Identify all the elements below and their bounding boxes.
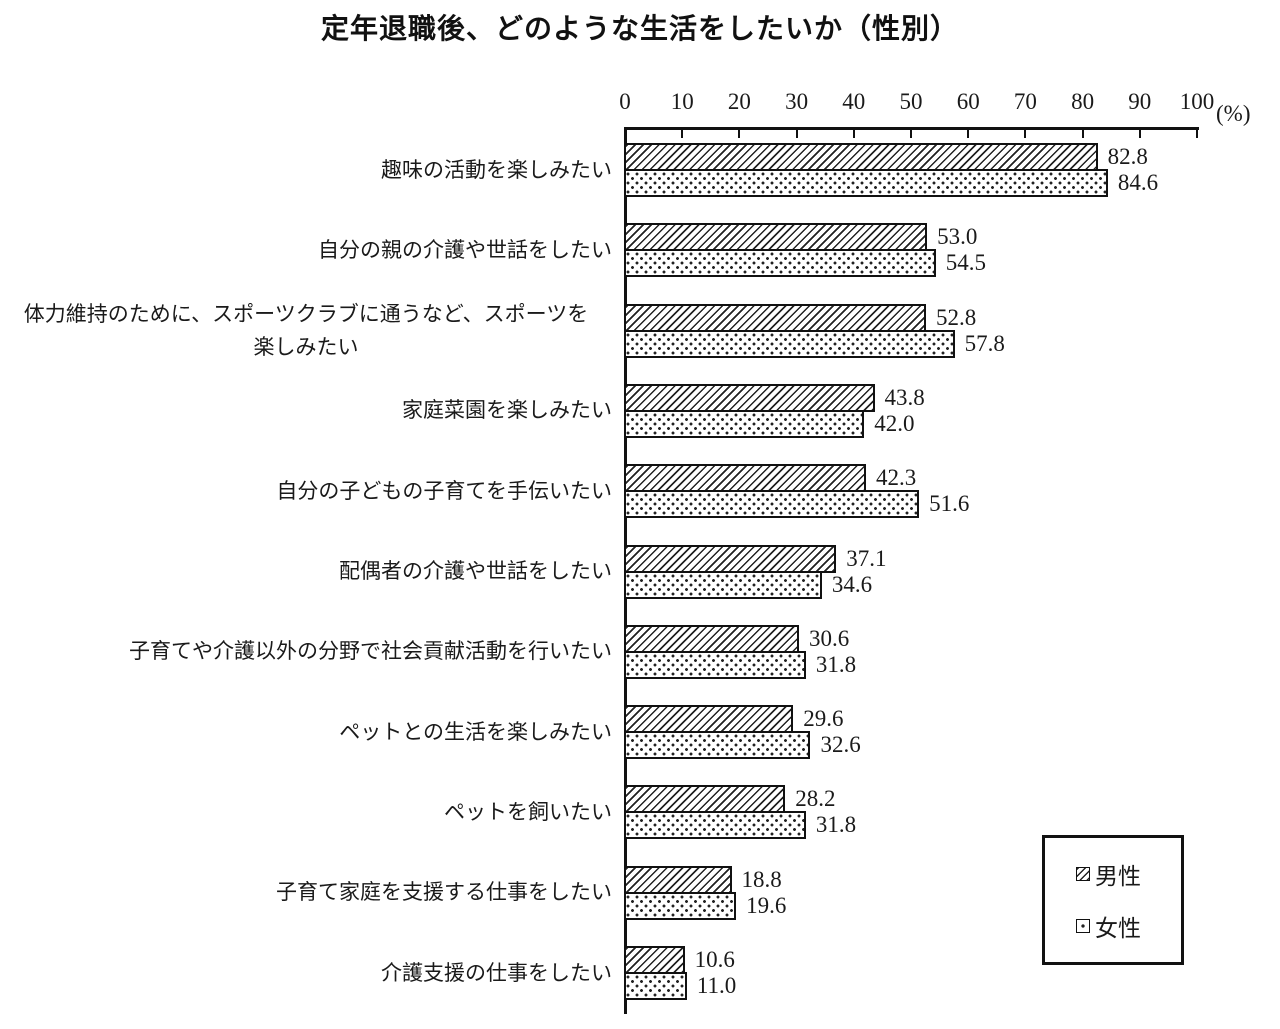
bar-value-label: 19.6 bbox=[746, 892, 787, 918]
x-axis-tick-label: 70 bbox=[1013, 89, 1037, 114]
bar-female bbox=[624, 329, 955, 358]
category-label: 趣味の活動を楽しみたい bbox=[381, 157, 612, 182]
x-axis-tick-label: 20 bbox=[727, 89, 751, 114]
category-label: 自分の親の介護や世話をしたい bbox=[318, 237, 612, 262]
legend-item: 女性 bbox=[1076, 909, 1181, 943]
bar-value-label: 82.8 bbox=[1107, 144, 1148, 169]
x-axis-tick-label: 100 bbox=[1179, 89, 1215, 114]
x-axis-tick bbox=[795, 130, 798, 138]
bar-female bbox=[624, 811, 806, 840]
bar-female bbox=[624, 891, 737, 920]
legend-item: 男性 bbox=[1076, 857, 1181, 891]
bar-value-label: 18.8 bbox=[741, 866, 782, 892]
category-label: 家庭菜園を楽しみたい bbox=[402, 398, 612, 423]
bar-male bbox=[624, 544, 837, 573]
bar-value-label: 32.6 bbox=[820, 732, 861, 758]
bar-value-label: 31.8 bbox=[815, 651, 857, 677]
category-label: 自分の子どもの子育てを手伝いたい bbox=[276, 478, 612, 503]
bar-male bbox=[624, 785, 786, 814]
bar-female bbox=[624, 249, 936, 278]
bar-male bbox=[624, 303, 927, 332]
bar-value-label: 53.0 bbox=[937, 224, 978, 250]
bar-value-label: 57.8 bbox=[964, 330, 1005, 356]
x-axis-tick-label: 0 bbox=[619, 89, 631, 114]
x-axis-tick bbox=[967, 130, 970, 138]
x-axis-tick bbox=[1196, 130, 1198, 138]
bar-value-label: 34.6 bbox=[831, 571, 873, 597]
bar-value-label: 37.1 bbox=[846, 545, 887, 571]
bar-value-label: 52.8 bbox=[936, 304, 977, 330]
bar-male bbox=[624, 705, 794, 734]
bar-value-label: 51.6 bbox=[929, 491, 970, 517]
category-label: 子育てや介護以外の分野で社会貢献活動を行いたい bbox=[129, 639, 612, 664]
x-axis-line bbox=[624, 127, 1199, 130]
x-axis-tick-label: 40 bbox=[842, 89, 866, 114]
x-axis-tick bbox=[852, 130, 855, 138]
bar-female bbox=[624, 490, 920, 519]
bar-female bbox=[624, 570, 822, 599]
bar-value-label: 30.6 bbox=[809, 625, 850, 651]
x-axis-tick bbox=[1024, 130, 1027, 138]
x-axis-tick-label: 30 bbox=[785, 89, 809, 114]
legend-label: 男性 bbox=[1095, 863, 1141, 889]
category-label: 子育て家庭を支援する仕事をしたい bbox=[276, 880, 612, 905]
bar-male bbox=[624, 383, 875, 412]
bar-value-label: 54.5 bbox=[945, 250, 986, 276]
bar-male bbox=[624, 946, 685, 974]
bar-value-label: 10.6 bbox=[694, 947, 735, 972]
male-swatch-icon bbox=[1076, 866, 1090, 881]
category-label: 配偶者の介護や世話をしたい bbox=[339, 559, 612, 583]
bar-value-label: 29.6 bbox=[803, 706, 844, 732]
bar-male bbox=[624, 624, 800, 653]
bar-female bbox=[624, 650, 806, 679]
x-axis-tick bbox=[681, 130, 684, 138]
x-axis-tick bbox=[738, 130, 741, 138]
x-axis-tick-label: 90 bbox=[1128, 89, 1152, 114]
percent-unit-label: (%) bbox=[1216, 101, 1251, 126]
bar-value-label: 31.8 bbox=[815, 812, 857, 838]
bar-male bbox=[624, 865, 732, 894]
x-axis-tick-label: 50 bbox=[899, 89, 923, 114]
category-label: 介護支援の仕事をしたい bbox=[381, 960, 612, 985]
bar-value-label: 42.3 bbox=[875, 465, 917, 491]
bar-value-label: 28.2 bbox=[795, 786, 836, 812]
x-axis-tick bbox=[910, 130, 912, 138]
x-axis-tick-label: 10 bbox=[670, 89, 694, 114]
x-axis-tick bbox=[1138, 130, 1141, 138]
category-label: ペットを飼いたい bbox=[444, 799, 612, 824]
bar-female bbox=[624, 731, 811, 760]
category-label: 体力維持のために、スポーツクラブに通うなど、スポーツを 楽しみたい bbox=[23, 301, 589, 359]
bar-value-label: 11.0 bbox=[696, 973, 737, 998]
legend-label: 女性 bbox=[1095, 916, 1141, 942]
x-axis-tick bbox=[1081, 130, 1084, 138]
x-axis-tick-label: 60 bbox=[956, 89, 980, 114]
legend: 男性 女性 bbox=[1042, 835, 1184, 965]
bar-value-label: 42.0 bbox=[874, 410, 915, 436]
bar-female bbox=[624, 972, 687, 1000]
bar-female bbox=[624, 409, 865, 438]
chart-title: 定年退職後、どのような生活をしたいか（性別） bbox=[320, 13, 959, 44]
bar-value-label: 84.6 bbox=[1117, 170, 1159, 195]
x-axis-tick-label: 80 bbox=[1071, 89, 1095, 114]
female-swatch-icon bbox=[1076, 919, 1090, 934]
bar-male bbox=[624, 223, 928, 252]
bar-value-label: 43.8 bbox=[884, 384, 925, 410]
bar-male bbox=[624, 143, 1098, 171]
bar-female bbox=[624, 169, 1108, 197]
category-label: ペットとの生活を楽しみたい bbox=[339, 719, 612, 744]
bar-male bbox=[624, 464, 866, 493]
x-axis-tick bbox=[624, 130, 626, 138]
